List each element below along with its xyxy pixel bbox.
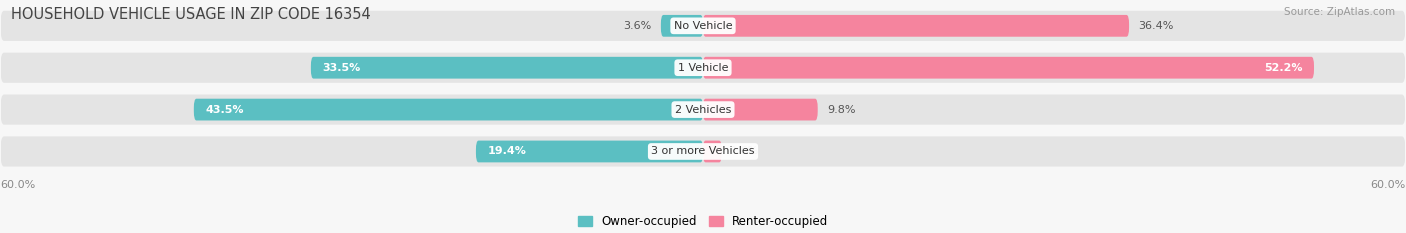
Text: 52.2%: 52.2% [1264,63,1302,73]
Text: 60.0%: 60.0% [1369,180,1406,190]
FancyBboxPatch shape [0,53,1406,83]
FancyBboxPatch shape [0,11,1406,41]
Text: HOUSEHOLD VEHICLE USAGE IN ZIP CODE 16354: HOUSEHOLD VEHICLE USAGE IN ZIP CODE 1635… [11,7,371,22]
Text: 36.4%: 36.4% [1139,21,1174,31]
Text: Source: ZipAtlas.com: Source: ZipAtlas.com [1284,7,1395,17]
FancyBboxPatch shape [703,99,818,120]
Text: 19.4%: 19.4% [488,147,526,157]
Text: 3 or more Vehicles: 3 or more Vehicles [651,147,755,157]
FancyBboxPatch shape [0,95,1406,125]
FancyBboxPatch shape [703,57,1315,79]
Text: 3.6%: 3.6% [623,21,651,31]
Legend: Owner-occupied, Renter-occupied: Owner-occupied, Renter-occupied [572,210,834,233]
Text: 1.6%: 1.6% [731,147,759,157]
FancyBboxPatch shape [661,15,703,37]
Text: 60.0%: 60.0% [0,180,37,190]
FancyBboxPatch shape [703,15,1129,37]
FancyBboxPatch shape [311,57,703,79]
FancyBboxPatch shape [0,136,1406,167]
Text: 9.8%: 9.8% [827,105,856,115]
FancyBboxPatch shape [475,140,703,162]
FancyBboxPatch shape [194,99,703,120]
FancyBboxPatch shape [703,140,721,162]
Text: 33.5%: 33.5% [322,63,361,73]
Text: 2 Vehicles: 2 Vehicles [675,105,731,115]
Text: No Vehicle: No Vehicle [673,21,733,31]
Text: 43.5%: 43.5% [205,105,245,115]
Text: 1 Vehicle: 1 Vehicle [678,63,728,73]
